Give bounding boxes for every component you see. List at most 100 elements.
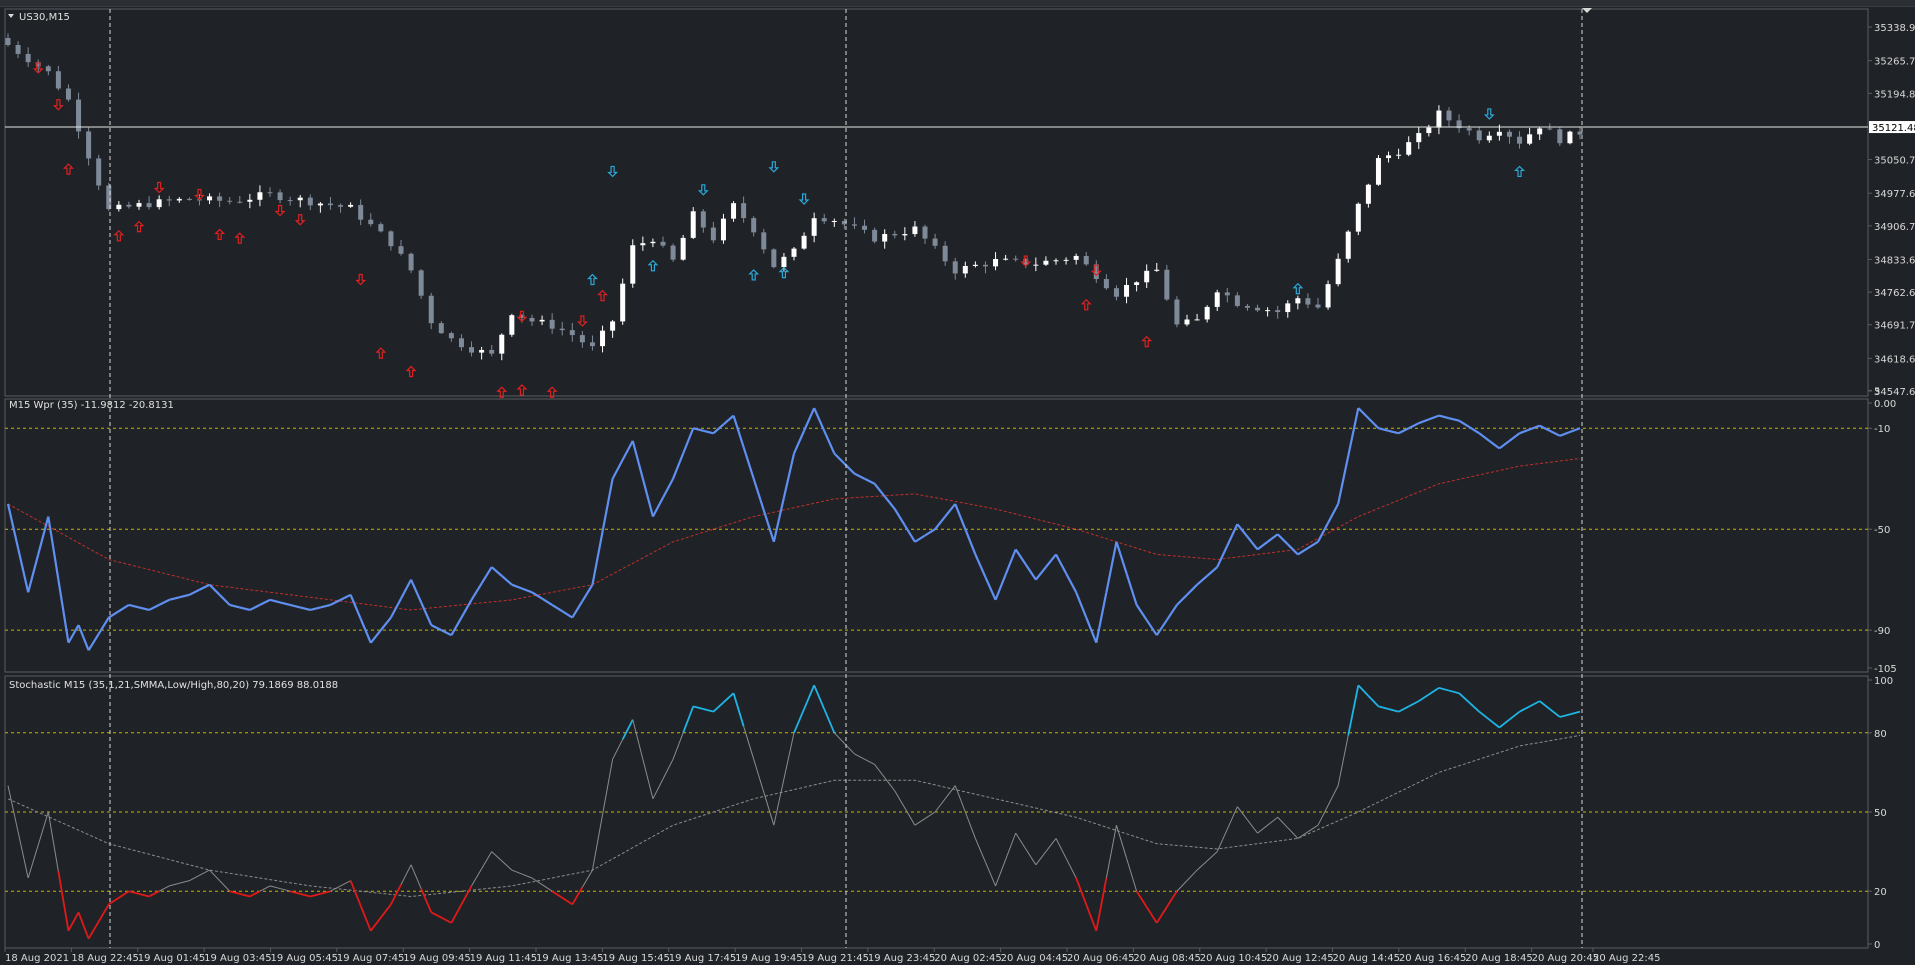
- candle[interactable]: [45, 64, 51, 76]
- candle[interactable]: [660, 236, 666, 248]
- candle[interactable]: [1436, 105, 1442, 135]
- candle[interactable]: [1124, 277, 1130, 304]
- candle[interactable]: [942, 241, 948, 266]
- candle[interactable]: [237, 196, 243, 204]
- candle[interactable]: [207, 193, 213, 205]
- candle[interactable]: [428, 292, 434, 330]
- candle[interactable]: [1557, 127, 1563, 147]
- candle[interactable]: [1013, 255, 1019, 262]
- candle[interactable]: [952, 257, 958, 280]
- candle[interactable]: [438, 321, 444, 335]
- candle[interactable]: [1174, 296, 1180, 328]
- candle[interactable]: [972, 261, 978, 268]
- candle[interactable]: [489, 344, 495, 357]
- candle[interactable]: [1244, 304, 1250, 311]
- candle[interactable]: [751, 216, 757, 237]
- candle[interactable]: [1285, 300, 1291, 318]
- candle[interactable]: [630, 239, 636, 288]
- candle[interactable]: [1194, 313, 1200, 321]
- candle[interactable]: [176, 197, 182, 203]
- candle[interactable]: [469, 341, 475, 357]
- candle[interactable]: [418, 269, 424, 299]
- candle[interactable]: [801, 232, 807, 250]
- candle[interactable]: [1063, 257, 1069, 265]
- candle[interactable]: [1315, 298, 1321, 310]
- candle[interactable]: [1003, 254, 1009, 261]
- candle[interactable]: [388, 230, 394, 251]
- candle[interactable]: [186, 197, 192, 201]
- candle[interactable]: [267, 187, 273, 197]
- candle[interactable]: [610, 320, 616, 338]
- candle[interactable]: [1325, 280, 1331, 310]
- candle[interactable]: [720, 213, 726, 244]
- candle[interactable]: [146, 196, 152, 210]
- candle[interactable]: [1506, 129, 1512, 144]
- candle[interactable]: [710, 221, 716, 244]
- candle[interactable]: [96, 154, 102, 190]
- candle[interactable]: [1093, 260, 1099, 283]
- candle[interactable]: [640, 236, 646, 251]
- candle[interactable]: [781, 252, 787, 272]
- candle[interactable]: [448, 331, 454, 342]
- candle[interactable]: [35, 59, 41, 73]
- candle[interactable]: [791, 247, 797, 261]
- candle[interactable]: [690, 207, 696, 240]
- candle[interactable]: [1396, 148, 1402, 160]
- window-menu-triangle-icon[interactable]: [8, 14, 14, 18]
- candle[interactable]: [993, 252, 999, 271]
- candle[interactable]: [741, 196, 747, 223]
- candle[interactable]: [1406, 136, 1412, 157]
- candle[interactable]: [932, 233, 938, 249]
- candle[interactable]: [559, 321, 565, 336]
- candle[interactable]: [811, 212, 817, 243]
- candle[interactable]: [1144, 264, 1150, 289]
- candle[interactable]: [1113, 285, 1119, 301]
- candle[interactable]: [116, 200, 122, 212]
- wpr-indicator-panel[interactable]: 5 0.00 -10 -50 -90 -105: [4, 386, 1897, 675]
- candle[interactable]: [1184, 314, 1190, 327]
- candle[interactable]: [287, 196, 293, 206]
- candle[interactable]: [1295, 295, 1301, 310]
- chart-shift-marker-icon[interactable]: [1582, 8, 1592, 13]
- candle[interactable]: [1275, 305, 1281, 319]
- candle[interactable]: [1154, 262, 1160, 272]
- candle[interactable]: [892, 230, 898, 239]
- candle[interactable]: [126, 201, 132, 209]
- candle[interactable]: [1446, 107, 1452, 127]
- candle[interactable]: [1567, 130, 1573, 145]
- candle[interactable]: [408, 252, 414, 274]
- candle[interactable]: [912, 221, 918, 237]
- candle[interactable]: [1214, 289, 1220, 312]
- candle[interactable]: [368, 213, 374, 227]
- candle[interactable]: [1265, 307, 1271, 317]
- candle[interactable]: [1134, 281, 1140, 292]
- candle[interactable]: [1204, 305, 1210, 323]
- candle[interactable]: [1033, 257, 1039, 272]
- candle[interactable]: [1234, 292, 1240, 308]
- candle[interactable]: [589, 335, 595, 351]
- candle[interactable]: [882, 229, 888, 249]
- candle[interactable]: [539, 315, 545, 326]
- candle[interactable]: [831, 218, 837, 227]
- candle[interactable]: [106, 182, 112, 212]
- candle[interactable]: [136, 199, 142, 210]
- candle[interactable]: [25, 47, 31, 67]
- candle[interactable]: [851, 217, 857, 230]
- candle[interactable]: [297, 194, 303, 208]
- candle[interactable]: [962, 261, 968, 278]
- candle[interactable]: [1073, 253, 1079, 265]
- candle[interactable]: [1456, 114, 1462, 133]
- candle[interactable]: [1355, 202, 1361, 236]
- candle[interactable]: [1486, 131, 1492, 143]
- candle[interactable]: [227, 197, 233, 205]
- candle[interactable]: [1375, 155, 1381, 186]
- candle[interactable]: [579, 330, 585, 348]
- candle[interactable]: [1224, 288, 1230, 303]
- candle[interactable]: [1537, 127, 1543, 141]
- candle[interactable]: [620, 278, 626, 325]
- candle[interactable]: [257, 185, 263, 207]
- candle[interactable]: [569, 322, 575, 342]
- candle[interactable]: [1305, 293, 1311, 309]
- candle[interactable]: [1476, 126, 1482, 144]
